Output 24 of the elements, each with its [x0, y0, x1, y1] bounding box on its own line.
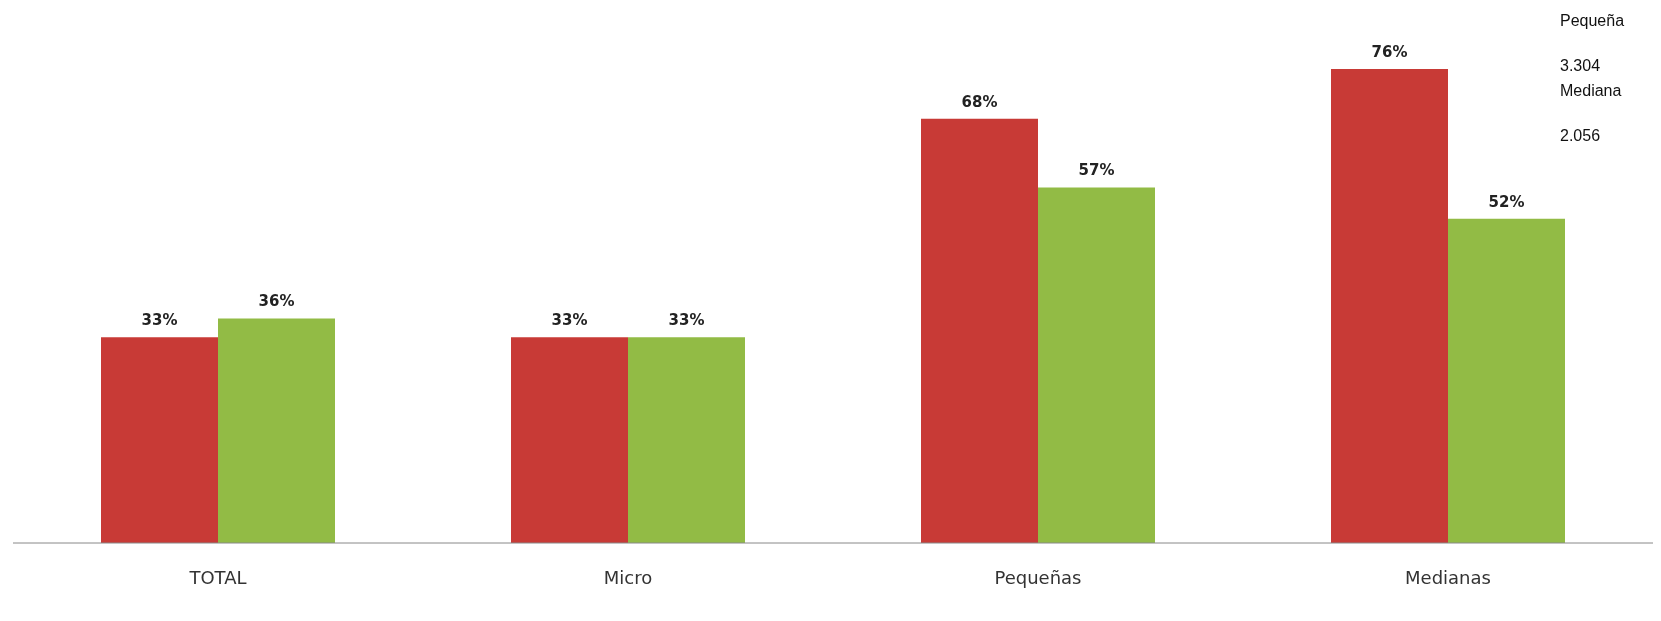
- annotation: 2.056: [1560, 126, 1602, 146]
- bar: [1038, 187, 1155, 543]
- data-label: 68%: [961, 92, 998, 111]
- annotation: 3.304: [1560, 56, 1602, 76]
- x-tick-label: Medianas: [1405, 566, 1491, 588]
- data-label: 33%: [141, 311, 178, 330]
- data-label: 52%: [1488, 192, 1525, 211]
- data-label: 36%: [258, 292, 295, 311]
- text: Pequeña: [1560, 11, 1625, 31]
- data-label: 76%: [1371, 42, 1408, 61]
- x-tick-label: Micro: [603, 566, 653, 588]
- bar: [101, 337, 218, 543]
- x-tick-label: Pequeñas: [994, 566, 1082, 588]
- bar: [628, 337, 745, 543]
- data-label: 33%: [668, 311, 705, 330]
- x-tick-label: TOTAL: [188, 566, 247, 588]
- bar: [218, 318, 335, 543]
- data-label: 33%: [551, 311, 588, 330]
- bar: [921, 118, 1038, 543]
- bar: [1331, 68, 1448, 543]
- bar: [511, 337, 628, 543]
- bar: [1448, 218, 1565, 543]
- data-label: 57%: [1078, 161, 1115, 180]
- annotation: Mediana: [1560, 81, 1623, 101]
